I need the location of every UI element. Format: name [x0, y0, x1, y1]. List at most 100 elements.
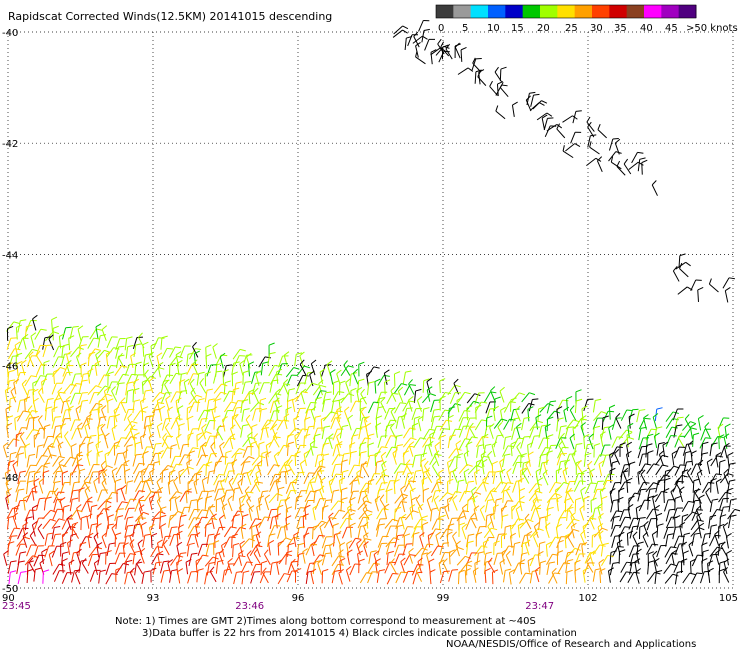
wind-barb-flag [397, 471, 404, 473]
wind-barb [267, 535, 270, 548]
wind-barb [62, 526, 70, 537]
wind-barb-flag [380, 397, 386, 403]
wind-barb [511, 392, 520, 403]
colorbar-segment [522, 5, 541, 18]
wind-barb [97, 489, 103, 502]
wind-barb-flag [59, 497, 66, 502]
wind-barb [456, 400, 460, 413]
wind-barb-flag [420, 458, 427, 463]
wind-barb-flag [285, 515, 292, 519]
wind-barb-flag [487, 521, 492, 527]
wind-barb-flag [7, 325, 14, 330]
wind-barb [416, 400, 423, 412]
wind-barb-flag [326, 360, 333, 365]
wind-barb-flag [96, 523, 102, 527]
wind-barb-flag [43, 360, 50, 364]
wind-barb-flag [64, 431, 69, 437]
wind-barb-flag [68, 559, 75, 564]
wind-barb-flag [176, 359, 183, 364]
wind-barb-flag [40, 328, 47, 331]
wind-barb-flag [216, 424, 222, 431]
wind-barb-flag [481, 459, 488, 463]
wind-barb [725, 536, 730, 549]
wind-barb-flag [556, 406, 563, 410]
wind-barb-flag [658, 442, 665, 445]
wind-barb [137, 517, 143, 530]
wind-barb [7, 543, 10, 556]
wind-barb-flag [363, 521, 369, 527]
wind-barb [499, 391, 505, 403]
wind-barb-flag [276, 419, 283, 422]
wind-barb-flag [264, 516, 271, 519]
wind-barb-flag [12, 507, 19, 510]
wind-barb [219, 445, 224, 458]
wind-barb [122, 453, 127, 465]
wind-barb-flag [723, 522, 729, 527]
wind-barb [636, 410, 640, 423]
wind-barb [467, 465, 477, 475]
wind-barb [655, 464, 663, 476]
wind-barb-flag [600, 431, 606, 436]
wind-barb [672, 527, 676, 540]
wind-barb [69, 393, 76, 405]
wind-barb [690, 572, 698, 584]
wind-barb-flag [183, 378, 190, 383]
wind-barb-flag [652, 543, 659, 546]
wind-barb-flag [84, 486, 90, 491]
wind-barb-flag [499, 386, 505, 392]
wind-barb [356, 390, 360, 403]
colorbar-segment [592, 5, 610, 18]
wind-barb [95, 444, 100, 457]
wind-barb-flag [390, 422, 395, 428]
wind-barb [111, 390, 118, 402]
wind-barb-flag [686, 460, 693, 463]
wind-barb [484, 500, 489, 513]
wind-barb-flag [726, 550, 732, 554]
wind-barb-flag [415, 454, 422, 457]
wind-barb-flag [491, 527, 498, 531]
wind-barb-flag [515, 405, 521, 411]
wind-barb-flag [698, 415, 704, 419]
wind-barb [106, 381, 113, 394]
wind-barb-flag [72, 489, 79, 492]
wind-barb [75, 409, 80, 421]
wind-barb-flag [188, 466, 194, 470]
wind-barb-flag [185, 488, 192, 492]
wind-barb-flag [107, 523, 114, 526]
wind-barb-flag [177, 568, 184, 573]
wind-barb-flag [667, 533, 674, 536]
wind-barb-flag [330, 369, 336, 374]
wind-barb-flag [417, 557, 423, 563]
wind-barb-flag [408, 400, 415, 403]
wind-barb-flag [490, 386, 496, 392]
wind-barb [506, 472, 512, 484]
wind-barb [15, 480, 21, 493]
wind-barb [431, 490, 436, 503]
wind-barb [590, 500, 593, 513]
wind-barb-flag [134, 550, 141, 553]
wind-barb [96, 545, 100, 558]
wind-barb [431, 481, 438, 493]
wind-barb [374, 454, 377, 467]
wind-barb [124, 498, 131, 511]
wind-barb [363, 525, 368, 538]
wind-barb [557, 426, 562, 439]
wind-barb-flag [449, 434, 457, 437]
wind-barb-flag [356, 539, 362, 545]
wind-barb-flag [431, 507, 438, 510]
wind-barb-flag [41, 455, 48, 457]
wind-barb [723, 473, 729, 485]
wind-barb-flag [659, 450, 665, 455]
wind-barb [512, 543, 515, 556]
wind-barb [439, 528, 448, 540]
wind-barb-flag [298, 526, 306, 529]
wind-barb [17, 527, 23, 540]
wind-barb [520, 436, 525, 449]
wind-barb-flag [717, 455, 724, 458]
wind-barb [697, 463, 703, 476]
wind-barb-flag [617, 545, 624, 548]
wind-barb-flag [453, 378, 459, 384]
wind-barb [164, 384, 171, 396]
wind-barb [25, 410, 33, 422]
wind-barb [316, 472, 323, 484]
